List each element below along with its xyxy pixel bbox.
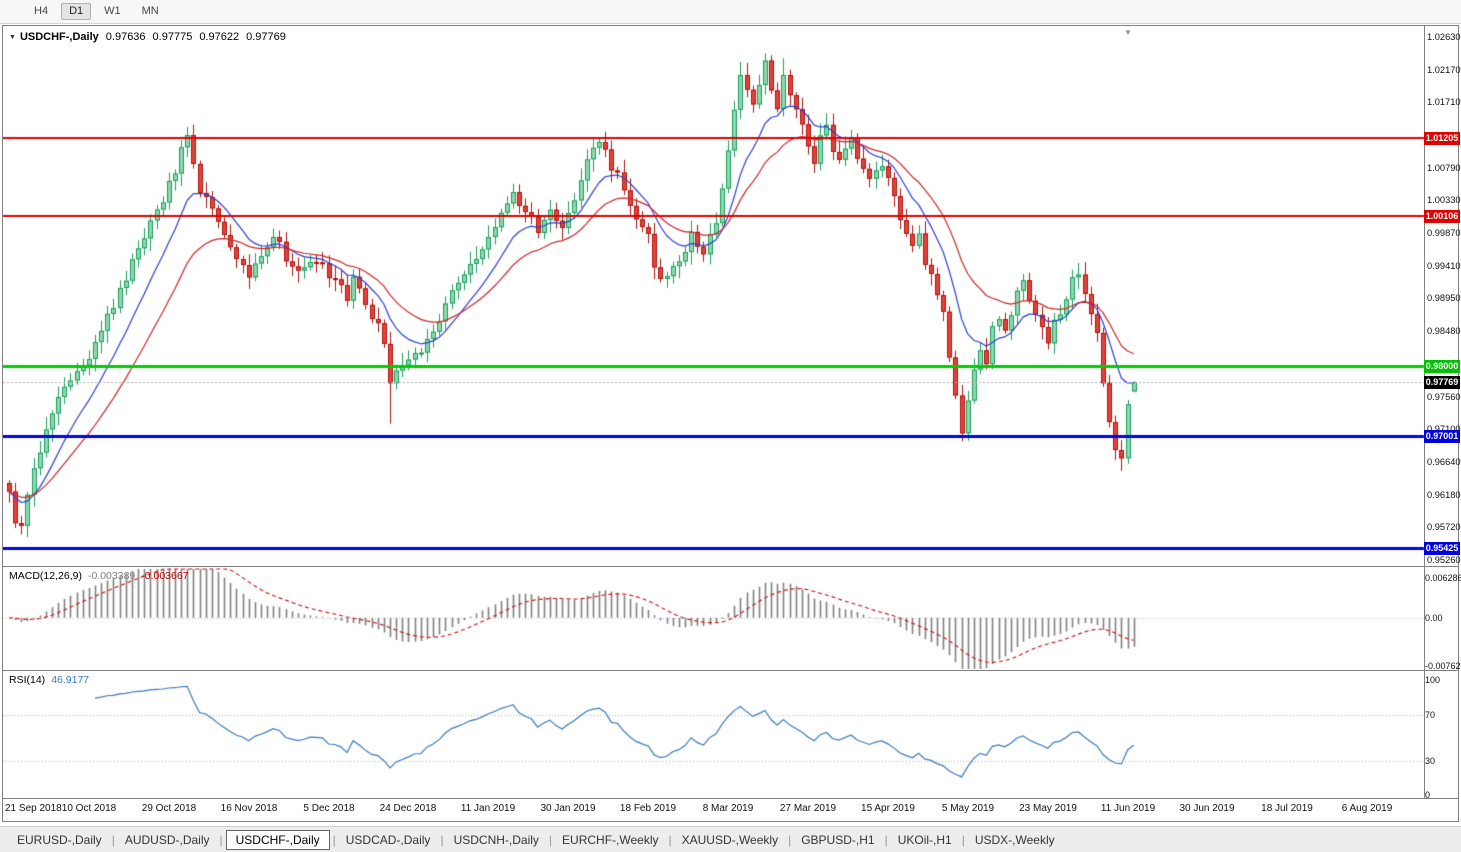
date-label: 27 Mar 2019 xyxy=(779,803,837,814)
chart-tab-ukoil-h1[interactable]: UKOil-,H1 xyxy=(897,832,952,847)
price-tick-label: 0.96180 xyxy=(1427,490,1461,500)
timeframe-button-w1[interactable]: W1 xyxy=(104,5,121,17)
macd-axis-label: 0.00 xyxy=(1425,613,1443,623)
date-label: 15 Apr 2019 xyxy=(861,803,915,814)
timeframe-toolbar: H4 D1 W1 MN xyxy=(0,0,1461,24)
chart-tab-eurchf-weekly[interactable]: EURCHF-,Weekly xyxy=(562,832,659,847)
tab-separator: | xyxy=(884,832,888,847)
price-tick-label: 0.97100 xyxy=(1427,424,1461,434)
rsi-axis-label: 0 xyxy=(1425,790,1431,800)
level-price-label: 0.95425 xyxy=(1424,542,1460,555)
rsi-axis-label: 100 xyxy=(1425,675,1441,685)
rsi-indicator-label: RSI(14) 46.9177 xyxy=(9,674,89,686)
chart-tabs-bar: EURUSD-,Daily | AUDUSD-,Daily | USDCHF-,Dail… xyxy=(0,826,1461,852)
chart-tab-usdcad-daily[interactable]: USDCAD-,Daily xyxy=(345,832,431,847)
timeframe-button-d1[interactable]: D1 xyxy=(61,3,92,20)
level-price-label: 0.97001 xyxy=(1424,430,1460,443)
rsi-value: 46.9177 xyxy=(51,674,90,686)
timeframe-buttons: H4 D1 W1 MN xyxy=(26,3,167,20)
chart-tab-usdcnh-daily[interactable]: USDCNH-,Daily xyxy=(453,832,539,847)
price-tick-label: 0.95260 xyxy=(1427,555,1461,565)
rsi-name: RSI(14) xyxy=(9,674,46,686)
level-price-label: 0.98000 xyxy=(1424,360,1460,373)
price-tick-label: 0.95720 xyxy=(1427,522,1461,532)
level-price-label: 1.00106 xyxy=(1424,210,1460,223)
price-tick-label: 0.97560 xyxy=(1427,392,1461,402)
current-price-label: 0.97769 xyxy=(1424,376,1460,389)
date-label: 6 Aug 2019 xyxy=(1341,803,1393,814)
chart-menu-icon[interactable]: ▼ xyxy=(9,34,16,41)
tab-separator: | xyxy=(548,832,553,847)
tab-separator: | xyxy=(961,832,965,847)
tab-separator: | xyxy=(219,832,223,847)
tab-separator: | xyxy=(440,832,444,847)
price-tick-label: 0.99870 xyxy=(1427,228,1461,238)
chart-tab-audusd-daily[interactable]: AUDUSD-,Daily xyxy=(124,832,210,847)
date-label: 18 Feb 2019 xyxy=(619,803,677,814)
date-label: 21 Sep 2018 xyxy=(5,803,62,814)
macd-main-value: -0.003389 xyxy=(87,570,136,582)
price-tick-label: 0.98480 xyxy=(1427,326,1461,336)
rsi-axis-label: 30 xyxy=(1425,756,1436,766)
macd-signal-value: -0.003667 xyxy=(141,570,189,582)
ohlc-open: 0.97636 xyxy=(105,31,146,43)
ohlc-high: 0.97775 xyxy=(152,31,193,43)
chart-tab-usdchf-daily[interactable]: USDCHF-,Daily xyxy=(225,829,330,850)
chart-tab-gbpusd-h1[interactable]: GBPUSD-,H1 xyxy=(801,832,875,847)
price-tick-label: 1.00790 xyxy=(1427,163,1461,173)
timeframe-button-mn[interactable]: MN xyxy=(141,5,159,17)
date-label: 23 May 2019 xyxy=(1019,803,1077,814)
tab-separator: | xyxy=(788,832,792,847)
timeframe-button-h4[interactable]: H4 xyxy=(34,5,49,17)
macd-axis-label: -0.00762 xyxy=(1425,661,1461,671)
date-label: 10 Oct 2018 xyxy=(61,803,117,814)
date-label: 30 Jun 2019 xyxy=(1179,803,1235,814)
tab-separator: | xyxy=(668,832,672,847)
date-label: 11 Jun 2019 xyxy=(1100,803,1156,814)
price-tick-label: 0.98950 xyxy=(1427,293,1461,303)
price-tick-label: 1.02630 xyxy=(1427,32,1461,42)
date-label: 30 Jan 2019 xyxy=(540,803,596,814)
chart-title: ▼ USDCHF-,Daily 0.97636 0.97775 0.97622 0.977… xyxy=(9,31,286,43)
date-label: 24 Dec 2018 xyxy=(379,803,437,814)
price-tick-label: 1.02170 xyxy=(1427,65,1461,75)
price-tick-label: 0.99410 xyxy=(1427,261,1461,271)
macd-name: MACD(12,26,9) xyxy=(9,570,82,582)
date-axis-separator xyxy=(3,798,1458,799)
price-tick-label: 0.96640 xyxy=(1427,457,1461,467)
ohlc-low: 0.97622 xyxy=(199,31,240,43)
date-label: 5 May 2019 xyxy=(941,803,995,814)
panel-splitter-macd[interactable] xyxy=(3,566,1458,567)
date-label: 8 Mar 2019 xyxy=(702,803,754,814)
price-tick-label: 1.00330 xyxy=(1427,195,1461,205)
panel-splitter-rsi[interactable] xyxy=(3,670,1458,671)
chart-window xyxy=(2,25,1459,822)
date-label: 11 Jan 2019 xyxy=(460,803,516,814)
level-price-label: 1.01205 xyxy=(1424,132,1460,145)
price-axis-separator xyxy=(1424,26,1425,798)
date-label: 5 Dec 2018 xyxy=(303,803,355,814)
date-label: 18 Jul 2019 xyxy=(1261,803,1313,814)
chart-tab-eurusd-daily[interactable]: EURUSD-,Daily xyxy=(17,832,102,847)
price-tick-label: 1.01710 xyxy=(1427,97,1461,107)
rsi-axis-label: 70 xyxy=(1425,710,1436,720)
tab-separator: | xyxy=(111,832,115,847)
macd-axis-label: 0.006286 xyxy=(1425,573,1461,583)
chart-tab-usdx-weekly[interactable]: USDX-,Weekly xyxy=(974,832,1055,847)
date-label: 16 Nov 2018 xyxy=(220,803,278,814)
macd-indicator-label: MACD(12,26,9) -0.003389 -0.003667 xyxy=(9,570,189,582)
chart-symbol-label: USDCHF-,Daily xyxy=(19,31,99,43)
ohlc-close: 0.97769 xyxy=(246,31,286,43)
chart-shift-marker-icon: ▼ xyxy=(1124,28,1132,37)
chart-canvas[interactable] xyxy=(3,26,1458,821)
chart-tab-xauusd-weekly[interactable]: XAUUSD-,Weekly xyxy=(681,832,779,847)
date-label: 29 Oct 2018 xyxy=(141,803,197,814)
tab-separator: | xyxy=(332,832,336,847)
